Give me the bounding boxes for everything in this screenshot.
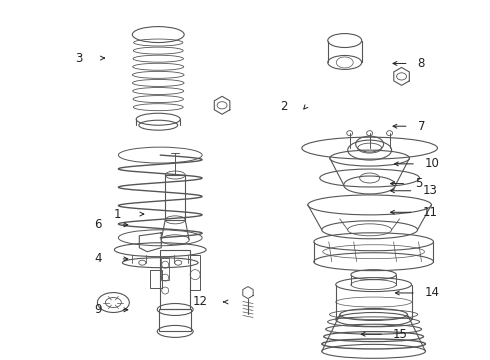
- Text: 15: 15: [393, 328, 408, 341]
- Text: 9: 9: [94, 303, 102, 316]
- Text: 4: 4: [94, 252, 102, 265]
- Text: 5: 5: [415, 177, 422, 190]
- Text: 13: 13: [422, 184, 437, 197]
- Text: 2: 2: [280, 100, 288, 113]
- Text: 12: 12: [193, 296, 208, 309]
- Text: 8: 8: [417, 57, 425, 70]
- Text: 7: 7: [417, 120, 425, 133]
- Bar: [159, 310, 191, 332]
- Text: 1: 1: [114, 208, 122, 221]
- Text: 6: 6: [94, 218, 102, 231]
- Bar: [150, 270, 162, 288]
- Bar: [165, 175, 185, 220]
- Bar: [190, 255, 200, 289]
- Text: 14: 14: [425, 287, 440, 300]
- Bar: [161, 258, 169, 280]
- Bar: [160, 250, 190, 310]
- Text: 11: 11: [422, 206, 438, 219]
- Text: 3: 3: [75, 51, 82, 64]
- Text: 10: 10: [425, 157, 440, 170]
